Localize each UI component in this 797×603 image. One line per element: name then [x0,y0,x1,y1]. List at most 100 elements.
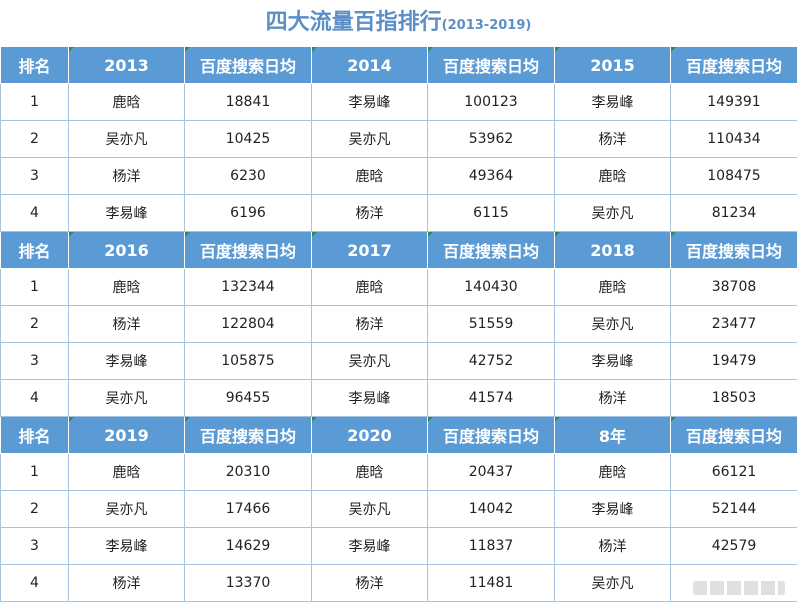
table-row: 3 李易峰 105875 吴亦凡 42752 李易峰 19479 [0,342,797,380]
table-row: 1 鹿晗 20310 鹿晗 20437 鹿晗 66121 [0,453,797,491]
table-cell: 108475 [670,157,797,195]
table-cell: 李易峰 [311,83,428,121]
table-cell: 鹿晗 [554,453,671,491]
table-cell: 17466 [184,490,312,528]
header-row: 排名 2019 百度搜索日均 2020 百度搜索日均 8年 百度搜索日均 [0,416,797,454]
header-row: 排名 2013 百度搜索日均 2014 百度搜索日均 2015 百度搜索日均 [0,46,797,84]
table-cell: 吴亦凡 [68,490,185,528]
table-cell: 4 [0,379,69,417]
table-cell: 鹿晗 [311,453,428,491]
table-cell: 42752 [427,342,555,380]
table-cell: 李易峰 [311,379,428,417]
table-cell: 杨洋 [68,305,185,343]
table-cell: 81234 [670,194,797,232]
table-cell: 38708 [670,268,797,306]
table-cell: 6230 [184,157,312,195]
header-cell: 百度搜索日均 [670,231,797,269]
table-cell: 132344 [184,268,312,306]
table-cell: 2 [0,120,69,158]
table-cell: 19479 [670,342,797,380]
table-cell: 52144 [670,490,797,528]
table-cell: 杨洋 [68,564,185,602]
header-cell: 排名 [0,231,69,269]
table-cell: 3 [0,342,69,380]
table-cell: 李易峰 [68,527,185,565]
table-cell: 杨洋 [554,527,671,565]
table-cell: 14042 [427,490,555,528]
header-cell: 百度搜索日均 [670,46,797,84]
table-row: 3 李易峰 14629 李易峰 11837 杨洋 42579 [0,527,797,565]
table-cell: 李易峰 [68,342,185,380]
table-row: 4 杨洋 13370 杨洋 11481 吴亦凡 [0,564,797,602]
table-cell: 2 [0,305,69,343]
header-cell: 2016 [68,231,185,269]
watermark [693,581,785,595]
table-row: 2 吴亦凡 17466 吴亦凡 14042 李易峰 52144 [0,490,797,528]
header-cell: 2015 [554,46,671,84]
table-cell: 李易峰 [554,342,671,380]
table-cell: 122804 [184,305,312,343]
header-cell: 8年 [554,416,671,454]
title-main: 四大流量百指排行 [265,10,442,35]
table-row: 2 吴亦凡 10425 吴亦凡 53962 杨洋 110434 [0,120,797,158]
header-cell: 百度搜索日均 [427,416,555,454]
header-cell: 2013 [68,46,185,84]
title-sub: (2013-2019) [441,18,532,33]
table-cell: 杨洋 [554,120,671,158]
header-cell: 百度搜索日均 [670,416,797,454]
header-cell: 百度搜索日均 [427,231,555,269]
table-cell: 鹿晗 [554,268,671,306]
table-cell: 李易峰 [68,194,185,232]
table-cell: 吴亦凡 [68,379,185,417]
header-cell: 排名 [0,46,69,84]
ranking-table: 排名 2013 百度搜索日均 2014 百度搜索日均 2015 百度搜索日均 1 鹿晗 18841… [0,46,797,602]
table-cell: 11481 [427,564,555,602]
table-cell: 6115 [427,194,555,232]
table-cell: 鹿晗 [68,268,185,306]
header-row: 排名 2016 百度搜索日均 2017 百度搜索日均 2018 百度搜索日均 [0,231,797,269]
table-cell: 11837 [427,527,555,565]
header-cell: 百度搜索日均 [184,46,312,84]
table-cell: 20310 [184,453,312,491]
header-cell: 排名 [0,416,69,454]
table-cell: 吴亦凡 [311,490,428,528]
table-cell: 42579 [670,527,797,565]
header-cell: 百度搜索日均 [184,416,312,454]
table-cell: 149391 [670,83,797,121]
table-row: 4 李易峰 6196 杨洋 6115 吴亦凡 81234 [0,194,797,232]
table-cell: 杨洋 [68,157,185,195]
table-cell: 吴亦凡 [311,342,428,380]
table-cell: 杨洋 [311,194,428,232]
table-cell: 杨洋 [311,564,428,602]
table-cell: 13370 [184,564,312,602]
table-cell: 鹿晗 [68,453,185,491]
table-row: 4 吴亦凡 96455 李易峰 41574 杨洋 18503 [0,379,797,417]
table-cell: 66121 [670,453,797,491]
table-cell: 140430 [427,268,555,306]
table-row: 2 杨洋 122804 杨洋 51559 吴亦凡 23477 [0,305,797,343]
header-cell: 百度搜索日均 [184,231,312,269]
table-cell: 23477 [670,305,797,343]
table-cell: 鹿晗 [311,268,428,306]
table-cell: 吴亦凡 [68,120,185,158]
header-cell: 2014 [311,46,428,84]
table-cell: 2 [0,490,69,528]
table-row: 1 鹿晗 132344 鹿晗 140430 鹿晗 38708 [0,268,797,306]
table-cell: 4 [0,564,69,602]
table-cell: 18503 [670,379,797,417]
table-cell: 1 [0,453,69,491]
header-cell: 2018 [554,231,671,269]
table-row: 1 鹿晗 18841 李易峰 100123 李易峰 149391 [0,83,797,121]
table-cell: 10425 [184,120,312,158]
table-cell: 李易峰 [554,490,671,528]
table-cell: 鹿晗 [554,157,671,195]
table-cell: 吴亦凡 [554,194,671,232]
table-cell: 鹿晗 [311,157,428,195]
table-cell: 105875 [184,342,312,380]
table-cell: 吴亦凡 [554,564,671,602]
header-cell: 2017 [311,231,428,269]
table-cell: 6196 [184,194,312,232]
table-cell: 4 [0,194,69,232]
table-cell: 鹿晗 [68,83,185,121]
header-cell: 百度搜索日均 [427,46,555,84]
